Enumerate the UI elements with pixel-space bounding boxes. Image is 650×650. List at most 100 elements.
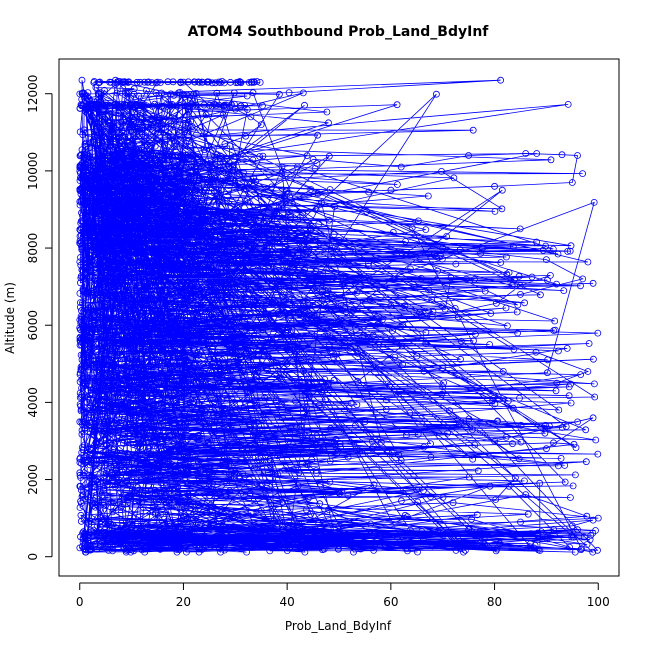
data-point: [212, 396, 220, 403]
data-point: [255, 456, 263, 464]
data-point: [157, 386, 165, 394]
data-point: [136, 170, 144, 178]
data-point: [279, 235, 287, 243]
data-point: [389, 327, 396, 335]
data-point: [572, 444, 580, 452]
data-point: [508, 282, 516, 289]
data-point: [148, 102, 156, 110]
data-point: [147, 353, 155, 361]
data-point: [419, 487, 427, 495]
data-point: [312, 236, 320, 244]
x-tick-label: 0: [76, 595, 84, 609]
data-point: [233, 252, 241, 260]
data-point: [527, 543, 534, 551]
data-point: [180, 410, 188, 417]
data-point: [563, 344, 571, 352]
data-point: [240, 418, 248, 425]
data-point: [510, 276, 518, 284]
data-point: [76, 316, 84, 324]
data-point: [77, 303, 84, 311]
data-point: [162, 327, 170, 335]
data-point: [455, 422, 463, 429]
data-point: [147, 176, 155, 184]
data-point: [414, 548, 421, 556]
data-point: [337, 443, 344, 451]
data-point: [76, 152, 84, 160]
data-point: [221, 101, 228, 109]
data-point: [149, 174, 157, 182]
data-point: [238, 306, 246, 314]
data-point: [509, 440, 516, 448]
data-point: [402, 431, 410, 439]
data-point: [190, 462, 198, 470]
data-point: [131, 113, 139, 121]
data-point: [303, 403, 311, 411]
data-point: [122, 406, 130, 414]
data-point: [117, 479, 124, 487]
data-point: [114, 240, 122, 248]
data-point: [117, 398, 125, 406]
data-point: [125, 207, 133, 215]
data-point: [172, 397, 180, 405]
data-point: [120, 256, 128, 264]
data-point: [208, 175, 215, 183]
data-point: [527, 530, 535, 538]
data-point: [242, 132, 250, 140]
data-point: [211, 100, 218, 108]
data-point: [108, 293, 115, 301]
data-point: [479, 539, 487, 547]
data-point: [184, 479, 192, 487]
data-point: [152, 390, 160, 398]
data-point: [168, 172, 176, 179]
data-point: [151, 100, 159, 108]
data-point: [331, 202, 339, 210]
data-point: [147, 234, 155, 242]
data-point: [136, 527, 144, 535]
data-point: [160, 453, 168, 460]
data-point: [97, 89, 105, 97]
data-point: [180, 248, 187, 256]
data-point: [152, 218, 160, 226]
data-point: [170, 414, 178, 422]
series-markers: [76, 76, 602, 556]
data-point: [148, 327, 156, 335]
data-point: [159, 342, 167, 350]
data-point: [183, 156, 191, 164]
data-point: [344, 453, 352, 461]
data-point: [157, 120, 165, 127]
data-point: [109, 225, 117, 233]
data-point: [372, 314, 380, 321]
data-point: [124, 246, 131, 254]
data-point: [382, 405, 390, 413]
data-point: [128, 456, 136, 464]
data-point: [376, 530, 384, 538]
data-point: [183, 198, 191, 206]
data-point: [92, 356, 99, 364]
data-point: [250, 464, 258, 472]
data-point: [428, 313, 436, 321]
data-point: [167, 400, 175, 408]
data-point: [99, 494, 107, 502]
data-point: [109, 147, 117, 155]
data-point: [102, 135, 110, 143]
data-point: [177, 324, 185, 332]
data-point: [121, 261, 128, 268]
data-point: [96, 101, 104, 109]
data-point: [96, 267, 104, 275]
data-point: [286, 535, 294, 542]
data-point: [243, 92, 251, 100]
data-point: [255, 534, 263, 542]
data-point: [174, 488, 182, 496]
data-point: [169, 225, 177, 233]
data-point: [86, 478, 93, 486]
data-point: [590, 198, 598, 206]
data-point: [360, 331, 368, 339]
data-point: [97, 513, 104, 521]
data-point: [527, 540, 534, 547]
data-point: [86, 217, 94, 225]
data-point: [93, 530, 101, 537]
data-point: [432, 90, 440, 98]
data-point: [250, 427, 258, 435]
data-point: [142, 545, 149, 552]
x-tick-label: 40: [280, 595, 295, 609]
